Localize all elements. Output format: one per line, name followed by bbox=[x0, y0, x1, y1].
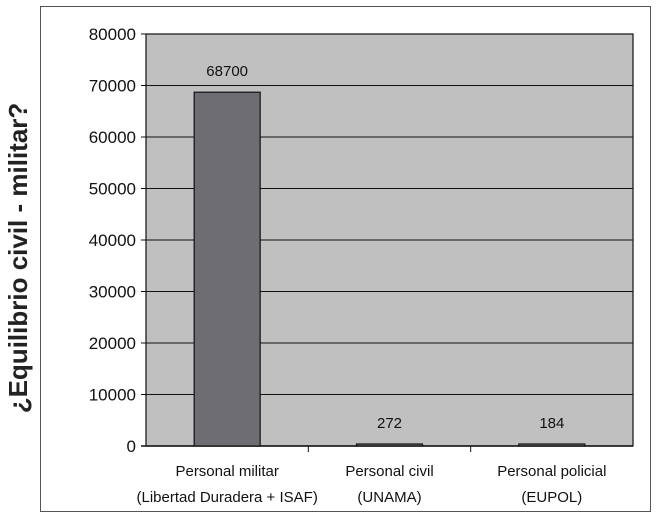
bar bbox=[355, 443, 424, 447]
bar bbox=[518, 443, 586, 447]
y-tick-label: 40000 bbox=[89, 231, 136, 250]
y-tick-labels: 0 10000 20000 30000 40000 50000 60000 70000 8000… bbox=[89, 25, 136, 456]
data-label: 272 bbox=[377, 415, 402, 432]
x-tick-label: Personal policial bbox=[497, 463, 606, 480]
data-labels: 68700 272 184 bbox=[206, 63, 564, 432]
y-tick-label: 20000 bbox=[89, 334, 136, 353]
y-tick-label: 50000 bbox=[89, 180, 136, 199]
y-axis-title-text: ¿Equilibrio civil - militar? bbox=[3, 103, 33, 414]
bar-chart: 0 10000 20000 30000 40000 50000 60000 70000 8000… bbox=[89, 25, 634, 506]
y-axis-title: ¿Equilibrio civil - militar? bbox=[3, 103, 33, 414]
x-tick-label: (Libertad Duradera + ISAF) bbox=[136, 489, 317, 506]
data-label: 68700 bbox=[206, 63, 248, 80]
y-tick-label: 30000 bbox=[89, 283, 136, 302]
x-tick-label: Personal militar bbox=[175, 463, 278, 480]
x-tick-label: (UNAMA) bbox=[357, 489, 421, 506]
y-tick-label: 80000 bbox=[89, 25, 136, 44]
bar bbox=[193, 91, 261, 447]
y-tick-label: 10000 bbox=[89, 386, 136, 405]
x-tick-label: Personal civil bbox=[345, 463, 433, 480]
bars bbox=[193, 91, 586, 447]
x-tick-label: (EUPOL) bbox=[521, 489, 582, 506]
y-tick-label: 0 bbox=[127, 437, 136, 456]
y-tick-label: 70000 bbox=[89, 77, 136, 96]
data-label: 184 bbox=[539, 415, 564, 432]
category-labels: Personal militar (Libertad Duradera + ISA… bbox=[136, 463, 606, 506]
y-tick-label: 60000 bbox=[89, 128, 136, 147]
